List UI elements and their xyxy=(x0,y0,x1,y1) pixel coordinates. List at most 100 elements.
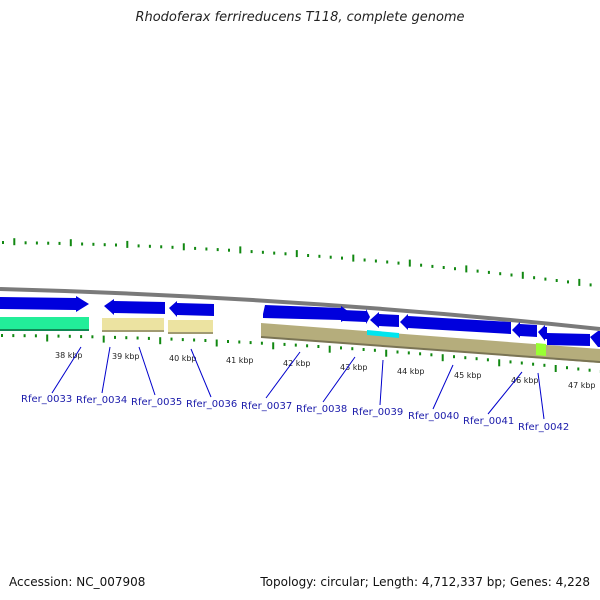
tick-mark xyxy=(172,246,174,249)
gc-content-ticks xyxy=(2,238,592,286)
kbp-label: 38 kbp xyxy=(55,351,83,360)
tick-mark xyxy=(284,343,286,346)
tick-mark xyxy=(273,252,275,255)
gene-label[interactable]: Rfer_0038 xyxy=(296,404,347,415)
tick-mark xyxy=(239,246,241,253)
cds-arrow[interactable] xyxy=(370,312,399,328)
tick-mark xyxy=(125,336,127,339)
tick-mark xyxy=(488,271,490,274)
tick-mark xyxy=(419,352,421,355)
feature-block-mint[interactable] xyxy=(0,317,89,329)
feature-block-light[interactable] xyxy=(168,320,213,332)
tick-mark xyxy=(1,334,3,337)
kbp-label: 44 kbp xyxy=(397,367,425,376)
tick-mark xyxy=(204,339,206,342)
gene-label[interactable]: Rfer_0034 xyxy=(76,395,127,406)
gene-label[interactable]: Rfer_0037 xyxy=(241,401,292,412)
tick-mark xyxy=(217,248,219,251)
tick-mark xyxy=(70,239,72,246)
tick-mark xyxy=(522,272,524,279)
tick-mark xyxy=(138,244,140,247)
cds-arrow[interactable] xyxy=(0,296,89,312)
leader-line xyxy=(380,360,383,405)
tick-mark xyxy=(532,363,534,366)
tick-mark xyxy=(590,283,592,286)
tick-mark xyxy=(511,274,513,277)
gene-label[interactable]: Rfer_0033 xyxy=(21,394,72,405)
tick-mark xyxy=(510,360,512,363)
tick-mark xyxy=(251,250,253,253)
tick-mark xyxy=(556,279,558,282)
tick-mark xyxy=(577,368,579,371)
gene-label[interactable]: Rfer_0042 xyxy=(518,422,569,433)
tick-mark xyxy=(58,335,60,338)
tick-mark xyxy=(341,257,343,260)
gene-label[interactable]: Rfer_0041 xyxy=(463,416,514,427)
tick-mark xyxy=(375,260,377,263)
cds-arrow[interactable] xyxy=(590,331,600,347)
leader-line xyxy=(102,347,110,393)
tick-mark xyxy=(352,255,354,262)
tick-mark xyxy=(533,276,535,279)
tick-mark xyxy=(205,248,207,251)
tick-mark xyxy=(578,279,580,286)
tick-mark xyxy=(25,241,27,244)
kbp-label: 40 kbp xyxy=(169,354,197,363)
tick-mark xyxy=(386,261,388,264)
feature-block-light[interactable] xyxy=(102,318,164,330)
gene-label[interactable]: Rfer_0036 xyxy=(186,399,237,410)
tick-mark xyxy=(499,272,501,275)
tick-mark xyxy=(567,280,569,283)
cds-arrow[interactable] xyxy=(538,325,547,341)
tick-mark xyxy=(24,334,26,337)
feature-block-light-edge xyxy=(168,332,213,334)
tick-mark xyxy=(306,344,308,347)
tick-mark xyxy=(329,346,331,353)
tick-mark xyxy=(91,335,93,338)
tick-mark xyxy=(442,354,444,361)
tick-mark xyxy=(555,365,557,372)
kbp-label: 45 kbp xyxy=(454,371,482,380)
accession-text: Accession: NC_007908 xyxy=(9,575,145,589)
tick-mark xyxy=(13,238,15,245)
tick-mark xyxy=(398,262,400,265)
tick-mark xyxy=(81,243,83,246)
tick-mark xyxy=(454,267,456,270)
tick-mark xyxy=(227,340,229,343)
feature-block-lime[interactable] xyxy=(536,343,546,356)
leader-line xyxy=(191,349,211,397)
tick-mark xyxy=(589,369,591,372)
tick-mark xyxy=(250,341,252,344)
gene-label[interactable]: Rfer_0035 xyxy=(131,397,182,408)
cds-arrow[interactable] xyxy=(104,299,165,315)
tick-mark xyxy=(272,342,274,349)
tick-mark xyxy=(183,243,185,250)
leader-line xyxy=(488,372,522,414)
leader-line xyxy=(538,373,544,419)
leader-line xyxy=(433,365,453,409)
tick-mark xyxy=(160,245,162,248)
tick-mark xyxy=(238,341,240,344)
feature-block-mint-edge xyxy=(0,329,89,331)
tick-mark xyxy=(363,348,365,351)
kbp-label: 43 kbp xyxy=(340,363,368,372)
gene-label-group: Rfer_0033 Rfer_0034 Rfer_0035 Rfer_0036 … xyxy=(21,394,569,433)
tick-mark xyxy=(296,250,298,257)
gene-label[interactable]: Rfer_0040 xyxy=(408,411,459,422)
kbp-label: 41 kbp xyxy=(226,356,254,365)
cds-arrow[interactable] xyxy=(343,309,370,324)
cds-arrow[interactable] xyxy=(547,333,590,346)
tick-mark xyxy=(317,345,319,348)
tick-mark xyxy=(544,278,546,281)
tick-mark xyxy=(35,334,37,337)
kbp-label: 47 kbp xyxy=(568,381,596,390)
gene-label[interactable]: Rfer_0039 xyxy=(352,407,403,418)
tick-mark xyxy=(465,265,467,272)
tick-mark xyxy=(487,358,489,361)
tick-mark xyxy=(194,247,196,250)
tick-mark xyxy=(104,243,106,246)
genome-map-view: Rhodoferax ferrireducens T118, complete … xyxy=(0,0,600,600)
cds-arrow[interactable] xyxy=(169,301,214,317)
tick-mark xyxy=(193,339,195,342)
cds-arrow[interactable] xyxy=(512,322,537,338)
